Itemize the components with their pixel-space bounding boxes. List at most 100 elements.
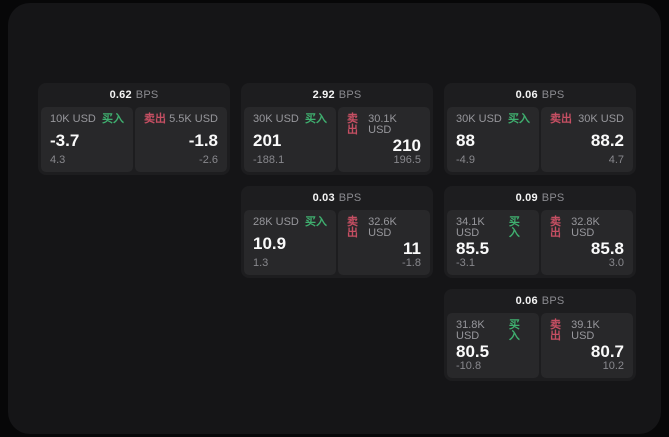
buy-tile[interactable]: 30K USD 买入 88 -4.9 <box>447 107 539 172</box>
sell-change: -2.6 <box>199 154 218 166</box>
buy-tile[interactable]: 10K USD 买入 -3.7 4.3 <box>41 107 133 172</box>
sell-side-label: 卖出 <box>347 113 358 136</box>
bps-header: 0.03 BPS <box>241 186 433 210</box>
bps-unit-label: BPS <box>338 192 362 204</box>
buy-side-label: 买入 <box>305 216 327 228</box>
buy-change: -188.1 <box>253 154 285 166</box>
bps-value: 0.06 <box>515 89 538 101</box>
bps-value: 2.92 <box>312 89 335 101</box>
buy-size: 28K USD <box>253 216 299 228</box>
sell-tile[interactable]: 卖出 39.1K USD 80.7 10.2 <box>541 313 633 378</box>
app-panel: 0.62 BPS 10K USD 买入 -3.7 4.3 卖出 5.5K USD <box>8 3 661 434</box>
bps-value: 0.03 <box>312 192 335 204</box>
sell-size: 32.8K USD <box>571 216 600 239</box>
buy-side-label: 买入 <box>508 216 520 239</box>
sell-tile[interactable]: 卖出 30.1K USD 210 196.5 <box>338 107 430 172</box>
sell-price: -1.8 <box>188 130 218 150</box>
sell-tile[interactable]: 卖出 32.6K USD 11 -1.8 <box>338 210 430 275</box>
sell-side-label: 卖出 <box>550 113 572 125</box>
buy-change: -3.1 <box>456 257 475 269</box>
sell-change: -1.8 <box>402 257 421 269</box>
card-body: 10K USD 买入 -3.7 4.3 卖出 5.5K USD -1.8 -2.… <box>38 107 230 175</box>
buy-change: -4.9 <box>456 154 475 166</box>
buy-side-label: 买入 <box>508 113 530 125</box>
bps-header: 0.06 BPS <box>444 289 636 313</box>
sell-size: 30.1K USD <box>368 113 397 136</box>
sell-tile-top: 卖出 5.5K USD <box>144 114 218 125</box>
sell-price: 88.2 <box>590 130 624 150</box>
buy-size: 30K USD <box>456 113 502 125</box>
quote-card: 0.09 BPS 34.1K USD 买入 85.5 -3.1 卖出 32.8K… <box>444 186 636 278</box>
buy-size: 10K USD <box>50 113 96 125</box>
buy-tile-top: 31.8K USD 买入 <box>456 320 530 342</box>
bps-unit-label: BPS <box>135 89 159 101</box>
sell-tile[interactable]: 卖出 32.8K USD 85.8 3.0 <box>541 210 633 275</box>
quote-card: 2.92 BPS 30K USD 买入 201 -188.1 卖出 30.1K … <box>241 83 433 175</box>
buy-tile[interactable]: 34.1K USD 买入 85.5 -3.1 <box>447 210 539 275</box>
buy-tile[interactable]: 28K USD 买入 10.9 1.3 <box>244 210 336 275</box>
bps-value: 0.09 <box>515 192 538 204</box>
sell-size: 5.5K USD <box>169 113 218 125</box>
buy-size: 31.8K USD <box>456 319 485 342</box>
sell-change: 4.7 <box>608 154 624 166</box>
quote-grid: 0.62 BPS 10K USD 买入 -3.7 4.3 卖出 5.5K USD <box>38 83 636 381</box>
sell-tile-top: 卖出 30K USD <box>550 114 624 125</box>
sell-tile[interactable]: 卖出 30K USD 88.2 4.7 <box>541 107 633 172</box>
sell-change: 196.5 <box>393 154 421 166</box>
bps-unit-label: BPS <box>541 192 565 204</box>
buy-tile-top: 30K USD 买入 <box>253 114 327 125</box>
buy-size: 34.1K USD <box>456 216 485 239</box>
buy-price: -3.7 <box>50 130 80 150</box>
buy-price: 80.5 <box>456 342 490 361</box>
sell-tile-top: 卖出 32.8K USD <box>550 217 624 239</box>
quote-card: 0.06 BPS 30K USD 买入 88 -4.9 卖出 30K USD <box>444 83 636 175</box>
buy-tile-top: 30K USD 买入 <box>456 114 530 125</box>
buy-price: 88 <box>456 130 475 150</box>
bps-header: 0.62 BPS <box>38 83 230 107</box>
buy-change: 4.3 <box>50 154 66 166</box>
bps-header: 0.09 BPS <box>444 186 636 210</box>
buy-change: 1.3 <box>253 257 269 269</box>
sell-tile-top: 卖出 32.6K USD <box>347 217 421 239</box>
card-body: 31.8K USD 买入 80.5 -10.8 卖出 39.1K USD 80.… <box>444 313 636 381</box>
bps-unit-label: BPS <box>338 89 362 101</box>
buy-price: 10.9 <box>253 233 287 253</box>
sell-size: 30K USD <box>578 113 624 125</box>
quote-card: 0.06 BPS 31.8K USD 买入 80.5 -10.8 卖出 39.1… <box>444 289 636 381</box>
sell-price: 11 <box>403 239 421 258</box>
buy-price: 85.5 <box>456 239 490 258</box>
sell-size: 32.6K USD <box>368 216 397 239</box>
buy-size: 30K USD <box>253 113 299 125</box>
quote-card: 0.03 BPS 28K USD 买入 10.9 1.3 卖出 32.6K US… <box>241 186 433 278</box>
buy-change: -10.8 <box>456 360 482 372</box>
sell-side-label: 卖出 <box>550 216 561 239</box>
sell-side-label: 卖出 <box>347 216 358 239</box>
card-body: 30K USD 买入 88 -4.9 卖出 30K USD 88.2 4.7 <box>444 107 636 175</box>
sell-tile-top: 卖出 30.1K USD <box>347 114 421 136</box>
bps-value: 0.06 <box>515 295 538 307</box>
buy-tile[interactable]: 30K USD 买入 201 -188.1 <box>244 107 336 172</box>
sell-tile-top: 卖出 39.1K USD <box>550 320 624 342</box>
sell-tile[interactable]: 卖出 5.5K USD -1.8 -2.6 <box>135 107 227 172</box>
sell-price: 80.7 <box>590 342 624 361</box>
buy-price: 201 <box>253 130 282 150</box>
bps-unit-label: BPS <box>541 89 565 101</box>
buy-side-label: 买入 <box>305 113 327 125</box>
card-body: 28K USD 买入 10.9 1.3 卖出 32.6K USD 11 -1.8 <box>241 210 433 278</box>
buy-tile[interactable]: 31.8K USD 买入 80.5 -10.8 <box>447 313 539 378</box>
buy-side-label: 买入 <box>102 113 124 125</box>
sell-side-label: 卖出 <box>144 113 166 125</box>
bps-header: 2.92 BPS <box>241 83 433 107</box>
buy-side-label: 买入 <box>508 319 520 342</box>
sell-price: 85.8 <box>590 239 624 258</box>
card-body: 30K USD 买入 201 -188.1 卖出 30.1K USD 210 1… <box>241 107 433 175</box>
buy-tile-top: 10K USD 买入 <box>50 114 124 125</box>
bps-header: 0.06 BPS <box>444 83 636 107</box>
bps-unit-label: BPS <box>541 295 565 307</box>
buy-tile-top: 34.1K USD 买入 <box>456 217 530 239</box>
sell-price: 210 <box>392 136 421 155</box>
quote-card: 0.62 BPS 10K USD 买入 -3.7 4.3 卖出 5.5K USD <box>38 83 230 175</box>
sell-size: 39.1K USD <box>571 319 600 342</box>
card-body: 34.1K USD 买入 85.5 -3.1 卖出 32.8K USD 85.8… <box>444 210 636 278</box>
bps-value: 0.62 <box>109 89 132 101</box>
